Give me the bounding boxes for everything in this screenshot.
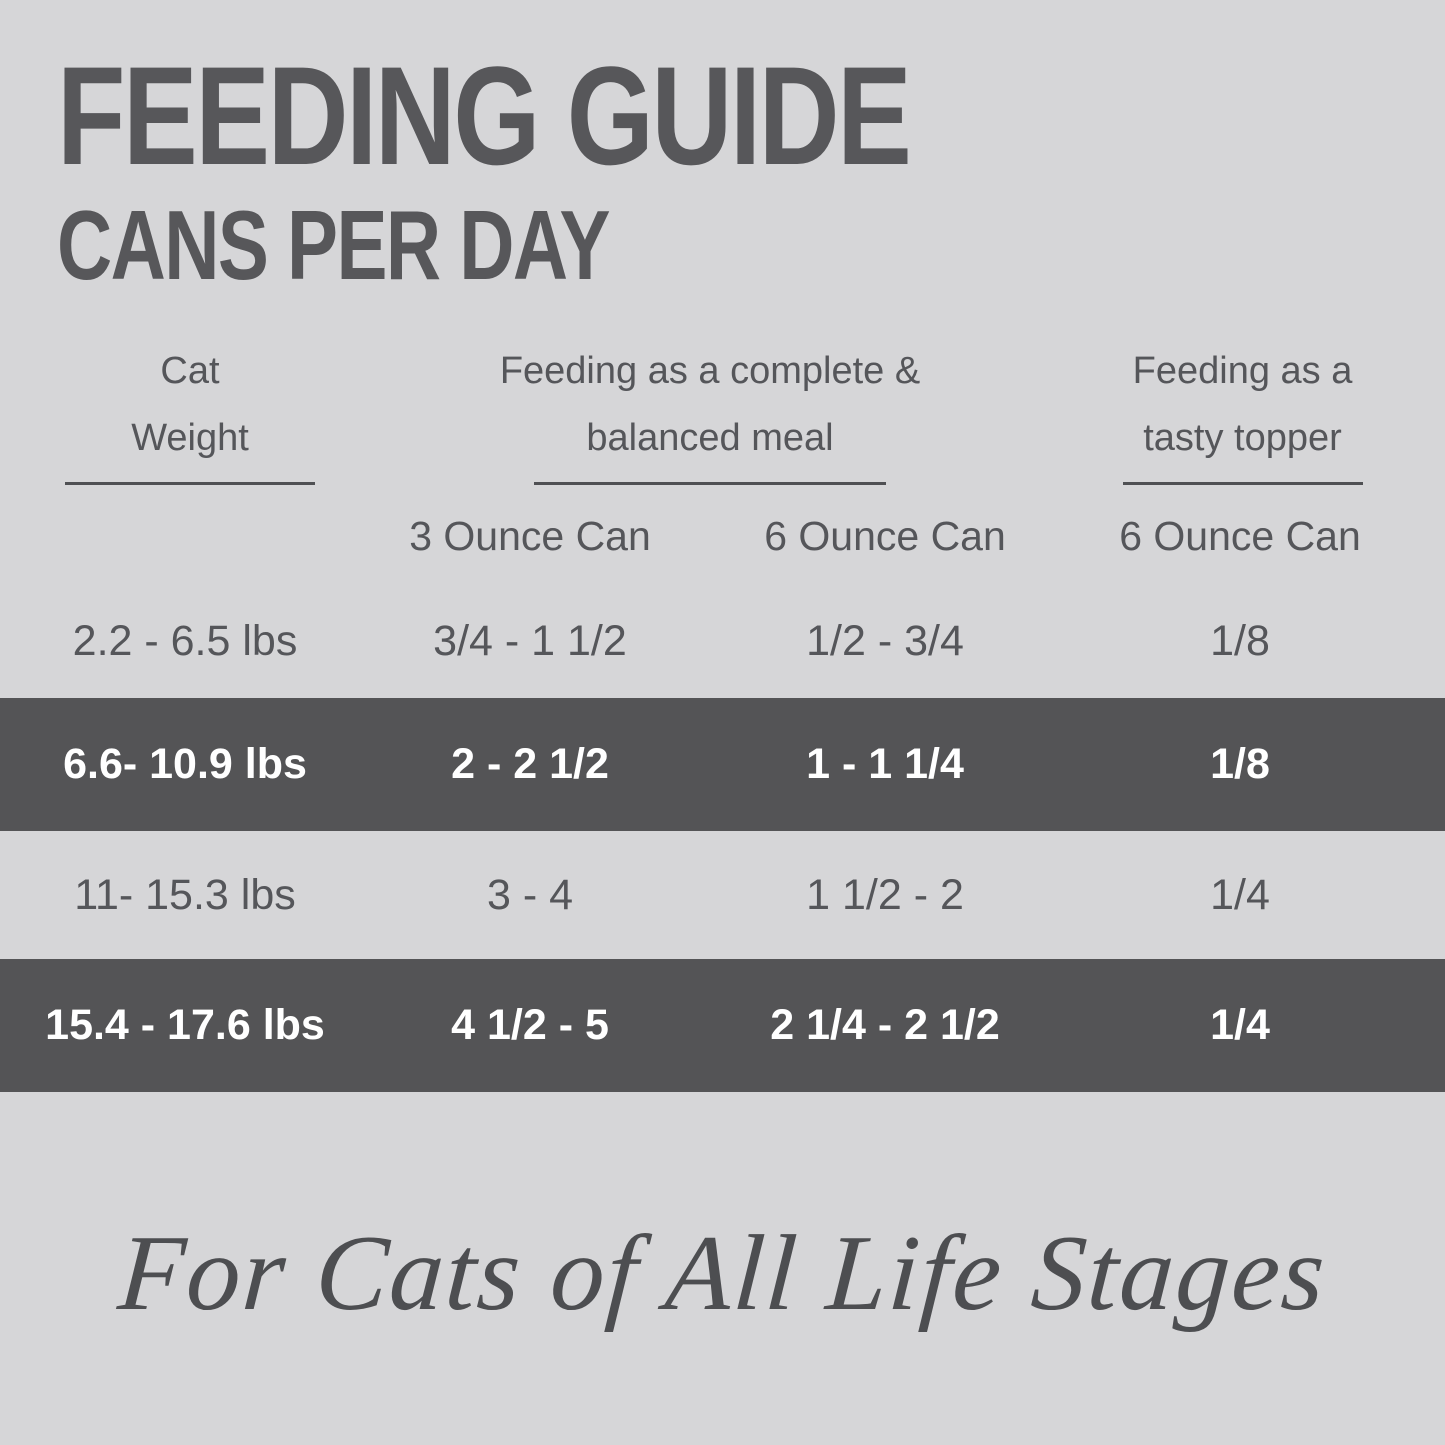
cell-cat-weight: 6.6- 10.9 lbs [63, 740, 307, 788]
cell-meal-3oz: 3 - 4 [486, 870, 574, 919]
column-header-line: Weight [131, 417, 249, 459]
can-size-subheaders: 3 Ounce Can 6 Ounce Can 6 Ounce Can [0, 505, 1445, 567]
column-header-cat-weight: Cat Weight [0, 338, 380, 485]
table-row-highlighted: 15.4 - 17.6 lbs 4 1/2 - 5 2 1/4 - 2 1/2 … [0, 959, 1445, 1092]
column-header-complete-meal: Feeding as a complete & balanced meal [380, 338, 1040, 485]
subheader-3-ounce-can: 3 Ounce Can [409, 513, 651, 559]
table-column-headers: Cat Weight Feeding as a complete & balan… [0, 338, 1445, 488]
subheader-6-ounce-can-topper: 6 Ounce Can [1119, 513, 1361, 559]
cell-topper-6oz: 1/4 [1210, 870, 1270, 919]
cell-meal-3oz: 4 1/2 - 5 [451, 1001, 609, 1049]
table-row: 11- 15.3 lbs 3 - 4 1 1/2 - 2 1/4 [0, 831, 1445, 959]
cell-cat-weight: 15.4 - 17.6 lbs [45, 1001, 325, 1049]
table-row: 2.2 - 6.5 lbs 3/4 - 1 1/2 1/2 - 3/4 1/8 [0, 585, 1445, 698]
cell-cat-weight: 2.2 - 6.5 lbs [72, 617, 298, 665]
cell-topper-6oz: 1/4 [1210, 1001, 1270, 1049]
cell-meal-3oz: 2 - 2 1/2 [451, 740, 609, 788]
cell-meal-6oz: 1 - 1 1/4 [806, 740, 964, 788]
cell-meal-6oz: 1 1/2 - 2 [806, 870, 964, 919]
column-header-line: Cat [160, 350, 220, 392]
page-subtitle: CANS PER DAY [57, 190, 610, 300]
cell-cat-weight: 11- 15.3 lbs [74, 870, 296, 919]
column-header-line: Feeding as a complete & [499, 350, 921, 392]
cell-meal-6oz: 1/2 - 3/4 [806, 617, 964, 665]
header-underline [1122, 482, 1363, 485]
cell-topper-6oz: 1/8 [1210, 740, 1270, 788]
column-header-line: balanced meal [586, 417, 834, 459]
cell-meal-6oz: 2 1/4 - 2 1/2 [770, 1001, 1000, 1049]
table-row-highlighted: 6.6- 10.9 lbs 2 - 2 1/2 1 - 1 1/4 1/8 [0, 698, 1445, 831]
all-life-stages-script-text: For Cats of All Life Stages [114, 1214, 1331, 1333]
page-title: FEEDING GUIDE [57, 37, 912, 194]
cell-meal-3oz: 3/4 - 1 1/2 [433, 617, 627, 665]
feeding-table-rows: 2.2 - 6.5 lbs 3/4 - 1 1/2 1/2 - 3/4 1/8 … [0, 585, 1445, 1092]
column-header-line: Feeding as a [1132, 350, 1353, 392]
column-header-tasty-topper: Feeding as a tasty topper [1080, 338, 1405, 485]
subheader-6-ounce-can-meal: 6 Ounce Can [764, 513, 1006, 559]
header-underline [65, 482, 315, 485]
cell-topper-6oz: 1/8 [1210, 617, 1270, 665]
column-header-line: tasty topper [1143, 417, 1342, 459]
header-underline [534, 482, 886, 485]
